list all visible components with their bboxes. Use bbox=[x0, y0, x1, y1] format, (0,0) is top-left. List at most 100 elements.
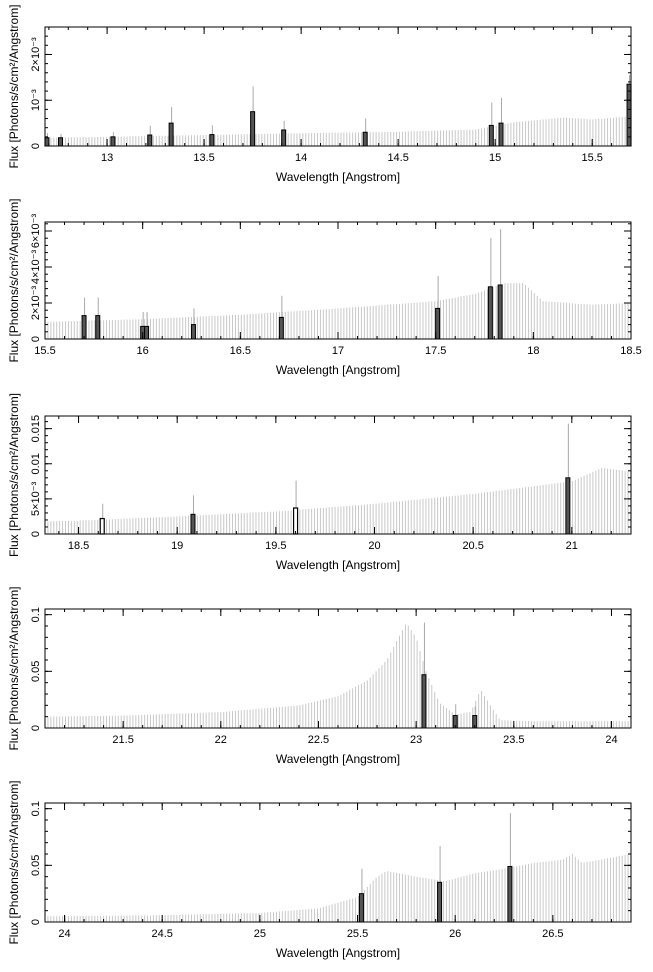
line-features bbox=[44, 75, 632, 147]
continuum-spectrum bbox=[44, 116, 632, 146]
line-bar bbox=[190, 513, 196, 535]
x-tick-label: 21.5 bbox=[112, 734, 133, 746]
line-bar bbox=[95, 315, 101, 340]
x-tick-label: 20.5 bbox=[462, 540, 483, 552]
x-axis-title: Wavelength [Angstrom] bbox=[276, 946, 400, 960]
x-axis-title: Wavelength [Angstrom] bbox=[276, 558, 400, 572]
line-bar bbox=[99, 517, 105, 535]
continuum-spectrum bbox=[44, 624, 632, 728]
panel-5: 24 24.5 25 25.5 26 26.5 0 0.05 0.1 Wavelength [An… bbox=[7, 780, 632, 960]
x-tick-label: 14 bbox=[295, 152, 307, 164]
line-bar bbox=[110, 136, 116, 147]
x-tick-label: 22.5 bbox=[308, 734, 329, 746]
y-tick-label: 0.01 bbox=[30, 453, 42, 474]
y-tick-label: 0 bbox=[30, 531, 42, 537]
line-bar bbox=[437, 881, 443, 923]
x-tick-label: 21 bbox=[566, 540, 578, 552]
line-bar bbox=[278, 316, 284, 340]
line-bar bbox=[81, 315, 87, 340]
x-tick-label: 15.5 bbox=[581, 152, 602, 164]
x-tick-label: 19.5 bbox=[265, 540, 286, 552]
x-axis-ticks bbox=[58, 416, 632, 534]
x-tick-label: 13 bbox=[101, 152, 113, 164]
line-bar bbox=[507, 865, 513, 923]
y-axis-ticks bbox=[45, 223, 631, 340]
x-tick-label: 25 bbox=[254, 928, 266, 940]
line-bar bbox=[565, 477, 571, 535]
x-tick-label: 24.5 bbox=[151, 928, 172, 940]
x-axis-ticks bbox=[44, 609, 632, 728]
x-tick-label: 17.5 bbox=[425, 345, 446, 357]
y-tick-label: 0.1 bbox=[30, 607, 42, 622]
x-tick-label: 14.5 bbox=[387, 152, 408, 164]
x-tick-label: 17 bbox=[332, 345, 344, 357]
line-bar bbox=[292, 507, 299, 535]
y-tick-label: 0.015 bbox=[30, 415, 42, 443]
y-tick-label: 2×10⁻³ bbox=[30, 286, 42, 321]
x-tick-label: 18.5 bbox=[68, 540, 89, 552]
y-axis-ticks bbox=[45, 26, 631, 147]
line-features bbox=[421, 622, 478, 729]
plot-frame bbox=[44, 415, 632, 535]
y-axis-title: Flux [Photons/s/cm²/Angstrom] bbox=[7, 780, 21, 944]
line-bar bbox=[362, 131, 368, 147]
x-tick-label: 23 bbox=[410, 734, 422, 746]
y-tick-label: 5×10⁻³ bbox=[30, 481, 42, 516]
x-axis-title: Wavelength [Angstrom] bbox=[276, 752, 400, 766]
x-tick-label: 26 bbox=[449, 928, 461, 940]
x-tick-label: 19 bbox=[171, 540, 183, 552]
line-bar bbox=[358, 893, 364, 923]
panel-4: 21.5 22 22.5 23 23.5 24 0 0.05 0.1 Wavelength [An… bbox=[7, 586, 632, 766]
panel-3: 18.5 19 19.5 20 20.5 21 0 5×10⁻³ 0.01 0.015 Wavele… bbox=[7, 393, 632, 572]
y-axis-title: Flux [Photons/s/cm²/Angstrom] bbox=[7, 586, 21, 750]
panel-2: 15.5 16 16.5 17 17.5 18 18.5 0 2×10⁻³4×10⁻³6×10⁻… bbox=[7, 198, 642, 377]
line-bar bbox=[190, 324, 196, 340]
plot-frame bbox=[44, 26, 632, 147]
y-axis-title: Flux [Photons/s/cm²/Angstrom] bbox=[7, 393, 21, 557]
continuum-spectrum bbox=[44, 283, 632, 339]
line-bar bbox=[250, 111, 256, 147]
continuum-spectrum bbox=[44, 468, 632, 534]
x-tick-label: 15.5 bbox=[34, 345, 55, 357]
line-bar bbox=[421, 674, 427, 729]
y-axis-ticks bbox=[45, 614, 631, 729]
x-tick-label: 16 bbox=[137, 345, 149, 357]
line-bar bbox=[168, 122, 174, 147]
line-bar bbox=[497, 284, 503, 340]
x-tick-label: 22 bbox=[215, 734, 227, 746]
x-tick-label: 23.5 bbox=[503, 734, 524, 746]
x-axis-ticks bbox=[44, 803, 632, 922]
y-tick-label: 0.1 bbox=[30, 801, 42, 816]
x-tick-label: 18 bbox=[527, 345, 539, 357]
x-tick-label: 15 bbox=[489, 152, 501, 164]
y-tick-label: 2×10⁻³ bbox=[30, 37, 42, 72]
y-axis-ticks bbox=[45, 808, 631, 923]
y-tick-label: 4×10⁻³ bbox=[30, 250, 42, 285]
line-bar bbox=[144, 325, 150, 340]
line-bar bbox=[147, 134, 153, 147]
x-axis-ticks bbox=[44, 222, 632, 339]
line-bar bbox=[487, 286, 493, 340]
x-axis-ticks bbox=[48, 27, 632, 146]
x-tick-label: 26.5 bbox=[542, 928, 563, 940]
y-axis-title: Flux [Photons/s/cm²/Angstrom] bbox=[7, 198, 21, 362]
y-tick-label: 0.05 bbox=[30, 855, 42, 876]
y-tick-label: 0 bbox=[30, 143, 42, 149]
y-tick-label: 0 bbox=[30, 336, 42, 342]
y-axis-title: Flux [Photons/s/cm²/Angstrom] bbox=[7, 4, 21, 168]
y-tick-label: 10⁻³ bbox=[30, 89, 42, 111]
x-axis-title: Wavelength [Angstrom] bbox=[276, 170, 400, 184]
x-tick-label: 25.5 bbox=[347, 928, 368, 940]
line-bar bbox=[435, 307, 441, 340]
x-tick-label: 13.5 bbox=[193, 152, 214, 164]
x-tick-label: 18.5 bbox=[620, 345, 641, 357]
y-tick-label: 0 bbox=[30, 919, 42, 925]
y-tick-label: 0.05 bbox=[30, 661, 42, 682]
y-tick-label: 6×10⁻³ bbox=[30, 214, 42, 249]
x-tick-label: 20 bbox=[368, 540, 380, 552]
x-tick-label: 24 bbox=[58, 928, 70, 940]
line-bar bbox=[44, 137, 50, 147]
line-bar bbox=[281, 129, 287, 147]
